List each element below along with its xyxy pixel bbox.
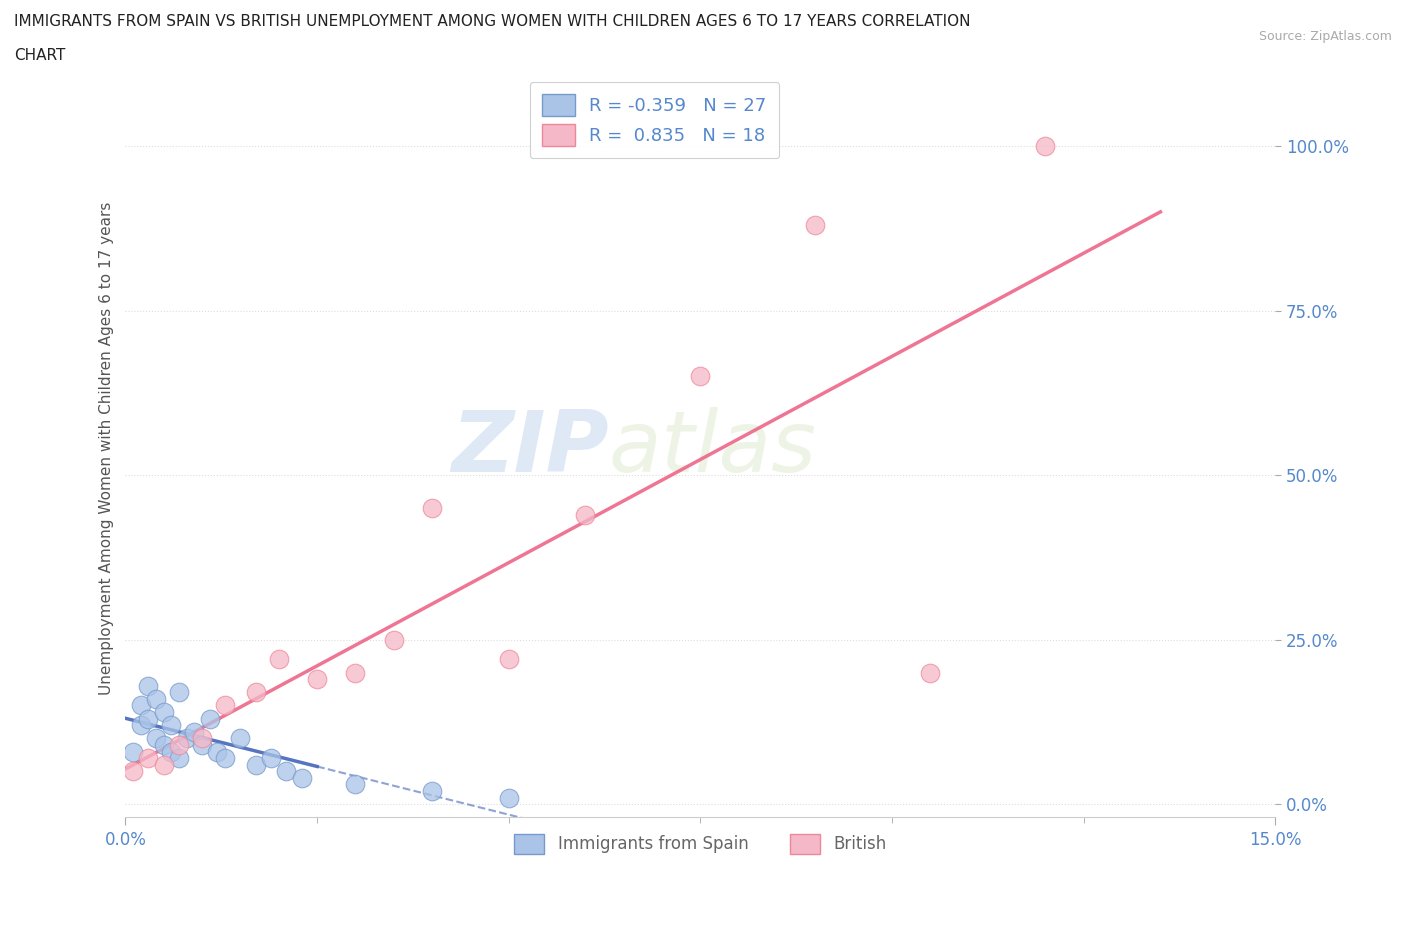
Point <box>153 737 176 752</box>
Point <box>138 751 160 765</box>
Point <box>145 692 167 707</box>
Point <box>167 684 190 699</box>
Point <box>129 718 152 733</box>
Point <box>207 744 229 759</box>
Point <box>574 507 596 522</box>
Text: atlas: atlas <box>609 407 817 490</box>
Point <box>176 731 198 746</box>
Point <box>291 770 314 785</box>
Point <box>153 705 176 720</box>
Text: CHART: CHART <box>14 48 66 63</box>
Legend: Immigrants from Spain, British: Immigrants from Spain, British <box>508 827 893 860</box>
Point <box>245 757 267 772</box>
Point <box>245 684 267 699</box>
Point <box>122 744 145 759</box>
Point <box>183 724 205 739</box>
Point <box>160 718 183 733</box>
Point <box>920 665 942 680</box>
Point <box>198 711 221 726</box>
Y-axis label: Unemployment Among Women with Children Ages 6 to 17 years: Unemployment Among Women with Children A… <box>100 202 114 696</box>
Point <box>214 698 236 713</box>
Point <box>420 500 443 515</box>
Point <box>689 369 711 384</box>
Point <box>214 751 236 765</box>
Point <box>229 731 252 746</box>
Point <box>122 764 145 778</box>
Point <box>420 784 443 799</box>
Point <box>344 665 367 680</box>
Point <box>129 698 152 713</box>
Text: IMMIGRANTS FROM SPAIN VS BRITISH UNEMPLOYMENT AMONG WOMEN WITH CHILDREN AGES 6 T: IMMIGRANTS FROM SPAIN VS BRITISH UNEMPLO… <box>14 14 970 29</box>
Point <box>191 737 214 752</box>
Point <box>1035 139 1057 153</box>
Point <box>804 218 827 232</box>
Text: ZIP: ZIP <box>451 407 609 490</box>
Point <box>307 671 329 686</box>
Point <box>498 652 520 667</box>
Text: Source: ZipAtlas.com: Source: ZipAtlas.com <box>1258 30 1392 43</box>
Point <box>267 652 290 667</box>
Point <box>498 790 520 805</box>
Point <box>260 751 283 765</box>
Point <box>167 737 190 752</box>
Point <box>160 744 183 759</box>
Point <box>276 764 298 778</box>
Point <box>167 751 190 765</box>
Point <box>382 632 405 647</box>
Point <box>153 757 176 772</box>
Point <box>145 731 167 746</box>
Point <box>138 711 160 726</box>
Point <box>191 731 214 746</box>
Point <box>138 678 160 693</box>
Point <box>344 777 367 792</box>
